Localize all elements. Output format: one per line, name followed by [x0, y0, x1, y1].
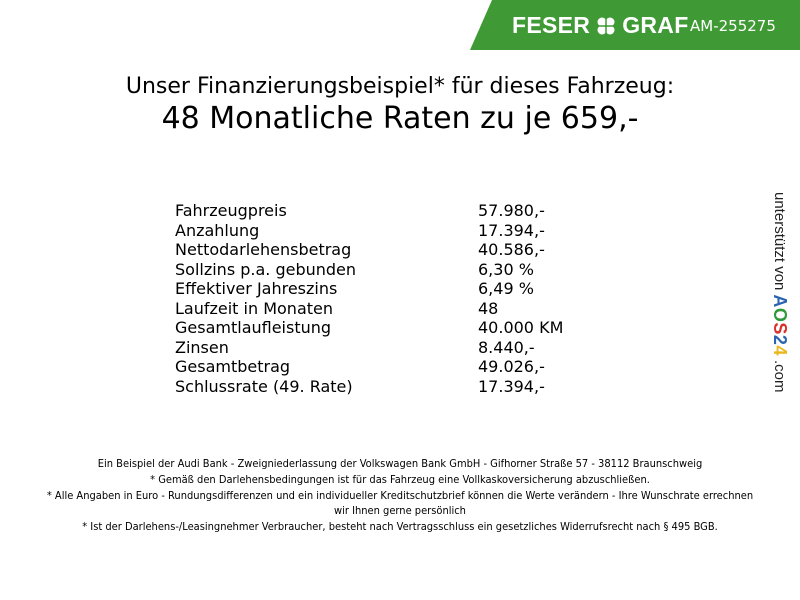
table-row: Laufzeit in Monaten 48: [175, 299, 563, 319]
dealer-code: AM-255275: [690, 17, 776, 35]
table-row: Nettodarlehensbetrag 40.586,-: [175, 240, 563, 260]
footer-disclaimer: Ein Beispiel der Audi Bank - Zweignieder…: [40, 457, 760, 536]
table-row: Schlussrate (49. Rate) 17.394,-: [175, 377, 563, 397]
row-label: Schlussrate (49. Rate): [175, 376, 353, 396]
table-row: Anzahlung 17.394,-: [175, 221, 563, 241]
row-value: 48: [478, 298, 499, 318]
row-value: 17.394,-: [478, 220, 545, 240]
row-value: 49.026,-: [478, 357, 545, 376]
row-label: Gesamtlaufleistung: [175, 318, 332, 337]
row-value: 6,49 %: [478, 279, 534, 298]
table-row: Effektiver Jahreszins 6,49 %: [175, 279, 563, 299]
supported-by-text: unterstützt von: [771, 192, 788, 291]
row-label: Fahrzeugpreis: [175, 201, 287, 220]
row-value: 8.440,-: [478, 337, 535, 357]
title-line1: Unser Finanzierungsbeispiel* für dieses …: [125, 74, 675, 99]
table-row: Fahrzeugpreis 57.980,-: [175, 201, 563, 221]
row-label: Laufzeit in Monaten: [175, 298, 334, 318]
clover-icon: [597, 16, 616, 35]
brand-logo: FESER GRAF: [512, 12, 689, 39]
row-label: Anzahlung: [175, 220, 260, 240]
footer-line: * Alle Angaben in Euro - Rundungsdiffere…: [46, 489, 754, 517]
table-row: Gesamtlaufleistung 40.000 KM: [175, 318, 563, 338]
finance-table: Fahrzeugpreis 57.980,- Anzahlung 17.394,- …: [175, 201, 563, 396]
row-label: Effektiver Jahreszins: [175, 279, 338, 298]
footer-line: * Ist der Darlehens-/Leasingnehmer Verbr…: [82, 519, 718, 533]
header-banner: [470, 0, 800, 50]
row-value: 40.586,-: [478, 240, 545, 259]
row-value: 17.394,-: [478, 376, 545, 396]
title-line2: 48 Monatliche Raten zu je 659,-: [161, 101, 639, 136]
footer-line: Ein Beispiel der Audi Bank - Zweignieder…: [97, 457, 703, 470]
row-label: Nettodarlehensbetrag: [175, 240, 352, 259]
row-label: Gesamtbetrag: [175, 357, 291, 376]
row-label: Sollzins p.a. gebunden: [175, 259, 357, 279]
row-value: 57.980,-: [478, 201, 545, 220]
brand-left: FESER: [512, 12, 591, 38]
supported-by: unterstützt von AOS24 .com: [769, 192, 790, 412]
brand-right: GRAF: [622, 12, 689, 38]
table-row: Gesamtbetrag 49.026,-: [175, 357, 563, 377]
row-value: 40.000 KM: [478, 318, 564, 337]
row-label: Zinsen: [175, 337, 229, 357]
row-value: 6,30 %: [478, 259, 534, 279]
supported-by-suffix: .com: [771, 359, 788, 393]
table-row: Zinsen 8.440,-: [175, 338, 563, 358]
footer-line: * Gemäß den Darlehensbedingungen ist für…: [150, 473, 650, 486]
aos24-logo: AOS24: [770, 294, 790, 356]
table-row: Sollzins p.a. gebunden 6,30 %: [175, 260, 563, 280]
